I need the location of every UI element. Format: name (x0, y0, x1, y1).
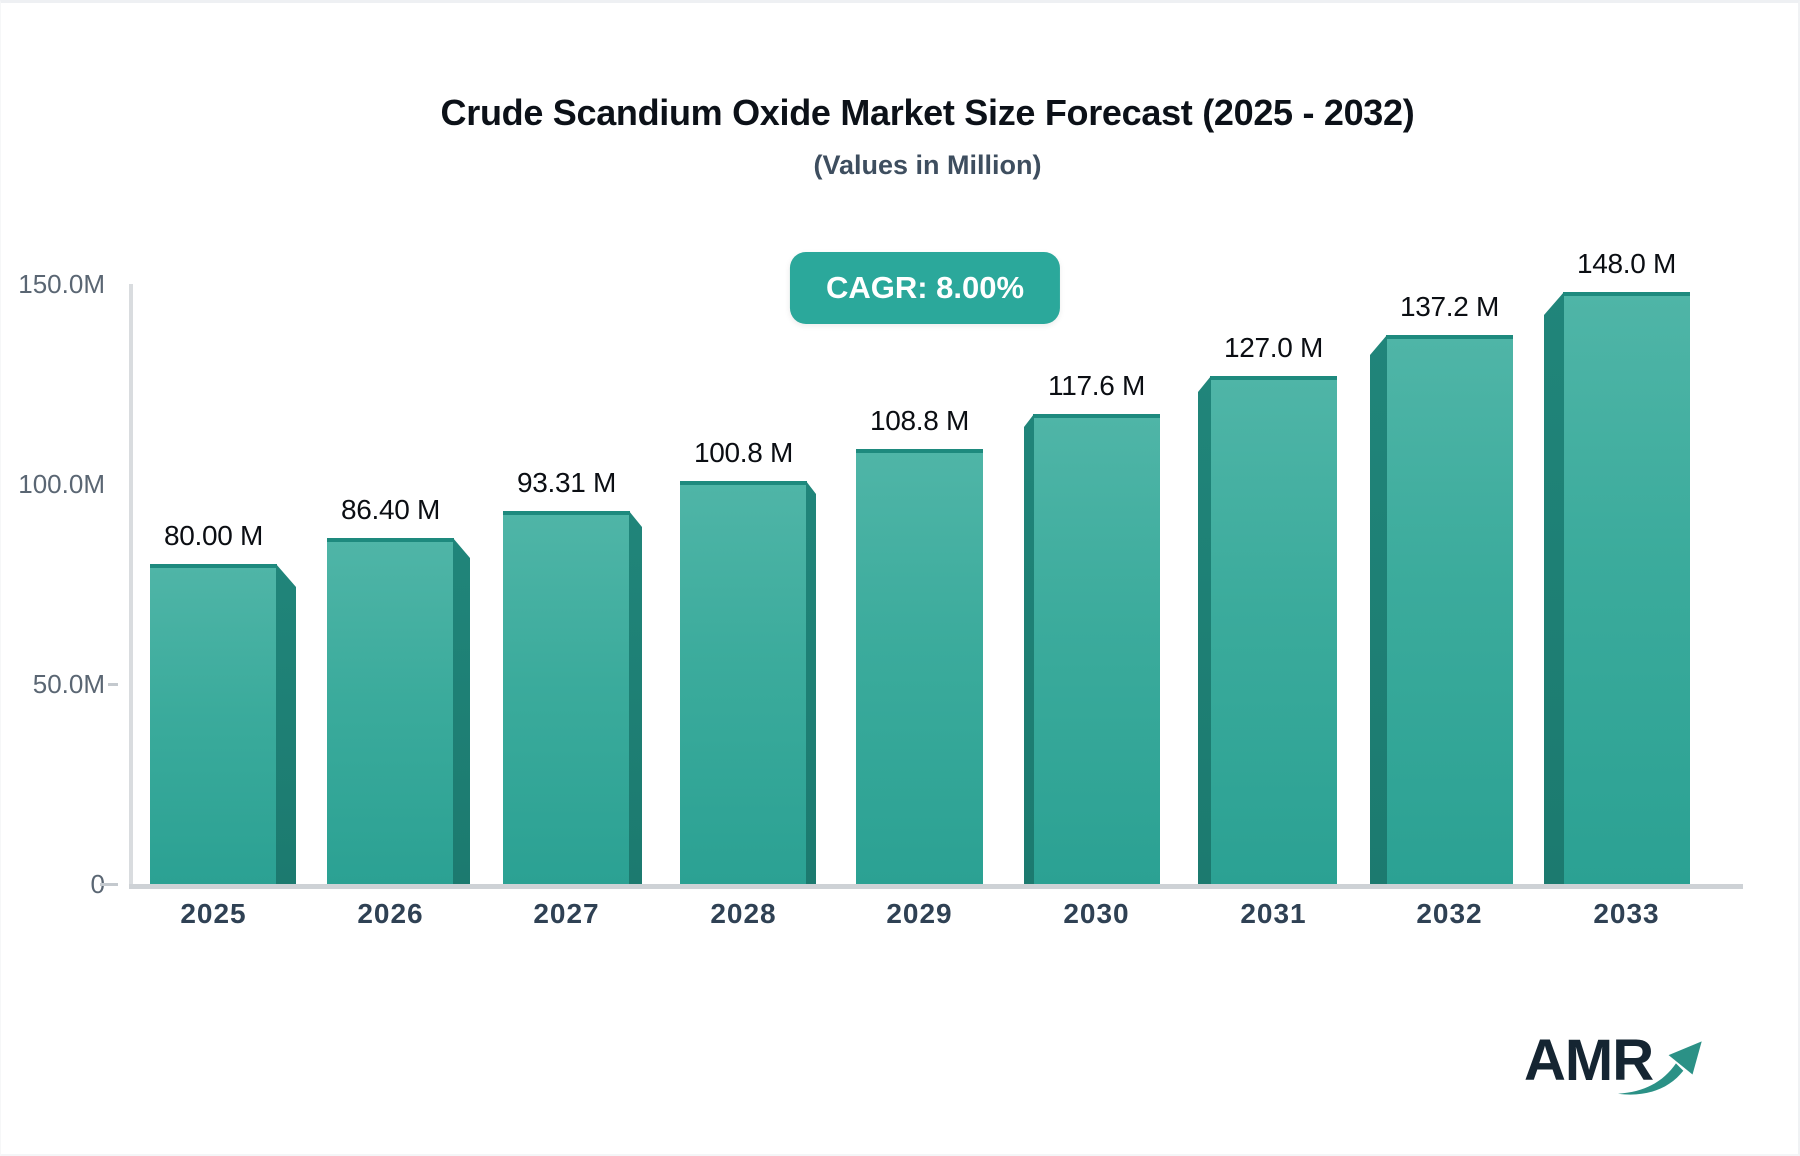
bar-2026 (327, 538, 454, 884)
x-axis-label: 2032 (1416, 898, 1483, 929)
x-axis-label: 2025 (180, 898, 247, 929)
x-axis-label: 2029 (886, 898, 953, 929)
bar-2033 (1563, 292, 1690, 884)
bar-2029 (856, 449, 983, 884)
bar-value-label: 127.0 M (1223, 332, 1324, 363)
bar-value-label: 100.8 M (693, 437, 794, 468)
bar-side-face (1544, 292, 1564, 884)
page-title: Crude Scandium Oxide Market Size Forecas… (440, 92, 1415, 133)
x-axis-label: 2031 (1240, 898, 1307, 929)
bar-side-face (276, 564, 296, 884)
x-axis-label: 2030 (1063, 898, 1130, 929)
bar-value-label: 93.31 M (516, 467, 617, 498)
bar-value-label: 80.00 M (163, 520, 264, 551)
bar-side-face (629, 511, 642, 884)
amr-logo-text: AMR (1524, 1028, 1654, 1093)
x-axis-line (129, 884, 1743, 889)
x-axis-label: 2026 (357, 898, 424, 929)
y-axis-tick-label: 50.0M (32, 669, 105, 699)
bar-value-label: 148.0 M (1576, 248, 1677, 279)
bar-side-face (1370, 335, 1387, 884)
growth-arrow-icon (1618, 1041, 1702, 1095)
y-axis-line (129, 284, 133, 884)
y-axis-tick-mark (108, 683, 118, 686)
bar-2025 (150, 564, 277, 884)
x-axis-label: 2028 (710, 898, 777, 929)
y-axis-tick-label: 0 (90, 869, 105, 899)
bar-2028 (680, 481, 807, 884)
bar-side-face (1024, 414, 1034, 884)
x-axis-label: 2027 (533, 898, 600, 929)
bar-2031 (1210, 376, 1337, 884)
cagr-badge: CAGR: 8.00% (789, 252, 1061, 324)
y-axis-tick-label: 100.0M (18, 469, 105, 499)
bar-value-label: 117.6 M (1048, 370, 1145, 401)
y-axis-tick-label: 150.0M (18, 269, 105, 299)
bar-side-face (806, 481, 816, 884)
bar-value-label: 108.8 M (869, 405, 970, 436)
x-axis-label: 2033 (1593, 898, 1660, 929)
bar-side-face (1198, 376, 1211, 884)
bar-value-label: 137.2 M (1399, 291, 1500, 322)
bar-2030 (1033, 414, 1160, 884)
bar-side-face (453, 538, 470, 884)
bar-2027 (503, 511, 630, 884)
amr-logo: AMR (1524, 1032, 1724, 1112)
bar-value-label: 86.40 M (340, 494, 441, 525)
bar-2032 (1386, 335, 1513, 884)
y-axis-tick-mark (100, 883, 118, 886)
page-subtitle: (Values in Million) (813, 150, 1042, 180)
